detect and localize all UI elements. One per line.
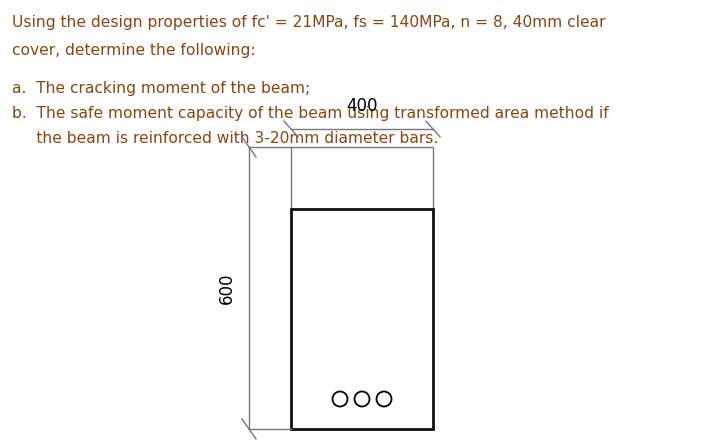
Circle shape <box>377 392 391 407</box>
Text: 600: 600 <box>218 272 236 304</box>
Bar <box>291 147 433 209</box>
Bar <box>291 209 433 429</box>
Text: Using the design properties of fc' = 21MPa, fs = 140MPa, n = 8, 40mm clear: Using the design properties of fc' = 21M… <box>12 15 605 30</box>
Circle shape <box>333 392 348 407</box>
Text: the beam is reinforced with 3-20mm diameter bars.: the beam is reinforced with 3-20mm diame… <box>12 131 438 146</box>
Text: cover, determine the following:: cover, determine the following: <box>12 43 256 58</box>
Circle shape <box>354 392 369 407</box>
Text: 400: 400 <box>346 97 377 115</box>
Text: b.  The safe moment capacity of the beam using transformed area method if: b. The safe moment capacity of the beam … <box>12 106 609 121</box>
Text: a.  The cracking moment of the beam;: a. The cracking moment of the beam; <box>12 81 310 96</box>
